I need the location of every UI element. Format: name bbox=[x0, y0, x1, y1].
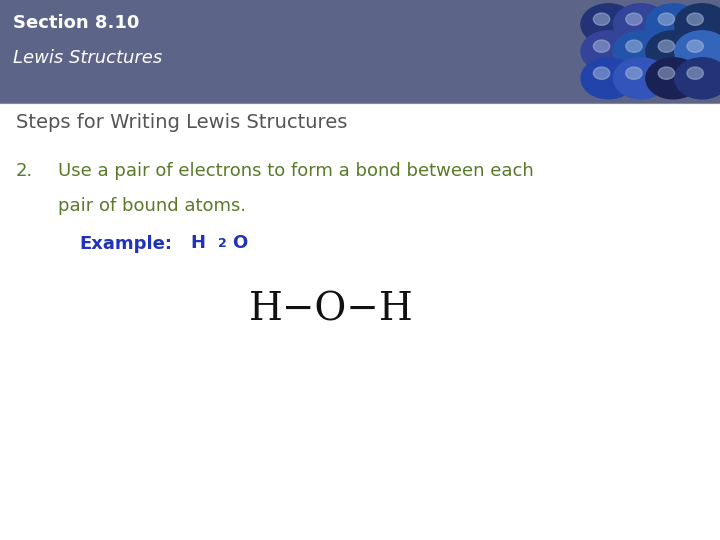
Text: Lewis Structures: Lewis Structures bbox=[13, 49, 162, 66]
Circle shape bbox=[675, 4, 720, 45]
Circle shape bbox=[675, 31, 720, 72]
Text: 2: 2 bbox=[218, 237, 227, 249]
Circle shape bbox=[613, 31, 668, 72]
Circle shape bbox=[613, 4, 668, 45]
Text: Example:: Example: bbox=[79, 235, 172, 253]
Circle shape bbox=[658, 67, 675, 79]
Circle shape bbox=[626, 67, 642, 79]
Text: O: O bbox=[233, 234, 248, 252]
Text: Steps for Writing Lewis Structures: Steps for Writing Lewis Structures bbox=[16, 113, 347, 132]
Text: H: H bbox=[191, 234, 206, 252]
Circle shape bbox=[626, 13, 642, 25]
Circle shape bbox=[687, 40, 703, 52]
Circle shape bbox=[658, 40, 675, 52]
Circle shape bbox=[675, 58, 720, 99]
Circle shape bbox=[593, 40, 610, 52]
Circle shape bbox=[613, 58, 668, 99]
Circle shape bbox=[646, 4, 701, 45]
FancyBboxPatch shape bbox=[0, 0, 720, 103]
Circle shape bbox=[593, 67, 610, 79]
Circle shape bbox=[581, 31, 636, 72]
Text: Use a pair of electrons to form a bond between each: Use a pair of electrons to form a bond b… bbox=[58, 162, 534, 180]
Circle shape bbox=[581, 4, 636, 45]
Circle shape bbox=[646, 31, 701, 72]
Text: 2.: 2. bbox=[16, 162, 33, 180]
Circle shape bbox=[646, 58, 701, 99]
Circle shape bbox=[581, 58, 636, 99]
Circle shape bbox=[658, 13, 675, 25]
Text: pair of bound atoms.: pair of bound atoms. bbox=[58, 197, 246, 215]
Text: Section 8.10: Section 8.10 bbox=[13, 14, 140, 31]
Circle shape bbox=[687, 67, 703, 79]
Text: H−O−H: H−O−H bbox=[249, 292, 413, 329]
Circle shape bbox=[626, 40, 642, 52]
Circle shape bbox=[593, 13, 610, 25]
Circle shape bbox=[687, 13, 703, 25]
